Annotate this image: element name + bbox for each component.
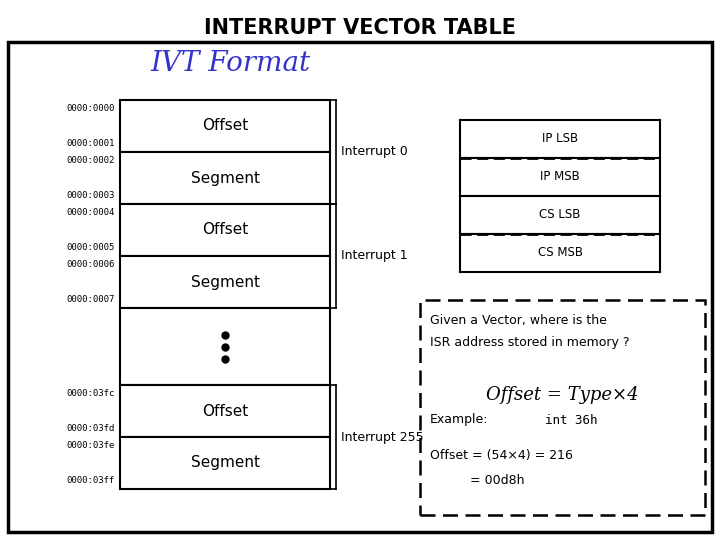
Text: Interrupt 255: Interrupt 255 [341,430,423,443]
Text: Offset = Type×4: Offset = Type×4 [486,386,639,404]
Bar [120,204,330,256]
Text: IP LSB: IP LSB [542,132,578,145]
Text: 0000:0001: 0000:0001 [67,139,115,148]
Bar [460,196,660,234]
Text: CS LSB: CS LSB [539,208,581,221]
Text: IP MSB: IP MSB [540,171,580,184]
Text: 0000:03fd: 0000:03fd [67,424,115,433]
Text: Interrupt 0: Interrupt 0 [341,145,408,159]
Text: = 00d8h: = 00d8h [470,474,524,487]
Text: ISR address stored in memory ?: ISR address stored in memory ? [430,336,629,349]
Text: 0000:03ff: 0000:03ff [67,476,115,485]
Text: Offset: Offset [202,403,248,418]
Text: INTERRUPT VECTOR TABLE: INTERRUPT VECTOR TABLE [204,18,516,38]
Text: Offset = (54×4) = 216: Offset = (54×4) = 216 [430,449,573,462]
Text: IVT Format: IVT Format [150,50,310,77]
Text: Interrupt 1: Interrupt 1 [341,249,408,262]
Text: 0000:03fe: 0000:03fe [67,441,115,450]
Bar [460,234,660,272]
Text: 0000:03fc: 0000:03fc [67,389,115,398]
Text: 0000:0006: 0000:0006 [67,260,115,269]
Text: 0000:0003: 0000:0003 [67,191,115,200]
Bar [420,300,705,515]
Text: 0000:0004: 0000:0004 [67,208,115,217]
Bar [120,100,330,152]
Text: Offset: Offset [202,118,248,133]
Bar [120,256,330,308]
Text: Example:: Example: [430,414,488,427]
Text: int 36h: int 36h [545,414,598,427]
Bar [120,385,330,437]
Text: Segment: Segment [191,274,259,289]
Text: Offset: Offset [202,222,248,238]
Bar [460,120,660,158]
Text: 0000:0007: 0000:0007 [67,295,115,304]
Text: 0000:0002: 0000:0002 [67,156,115,165]
Text: Segment: Segment [191,456,259,470]
Bar [120,437,330,489]
Bar [120,152,330,204]
Text: 0000:0000: 0000:0000 [67,104,115,113]
Bar [460,158,660,196]
Text: 0000:0005: 0000:0005 [67,243,115,252]
Bar [120,308,330,385]
Text: Segment: Segment [191,171,259,186]
Text: Given a Vector, where is the: Given a Vector, where is the [430,314,607,327]
Text: CS MSB: CS MSB [538,246,582,260]
